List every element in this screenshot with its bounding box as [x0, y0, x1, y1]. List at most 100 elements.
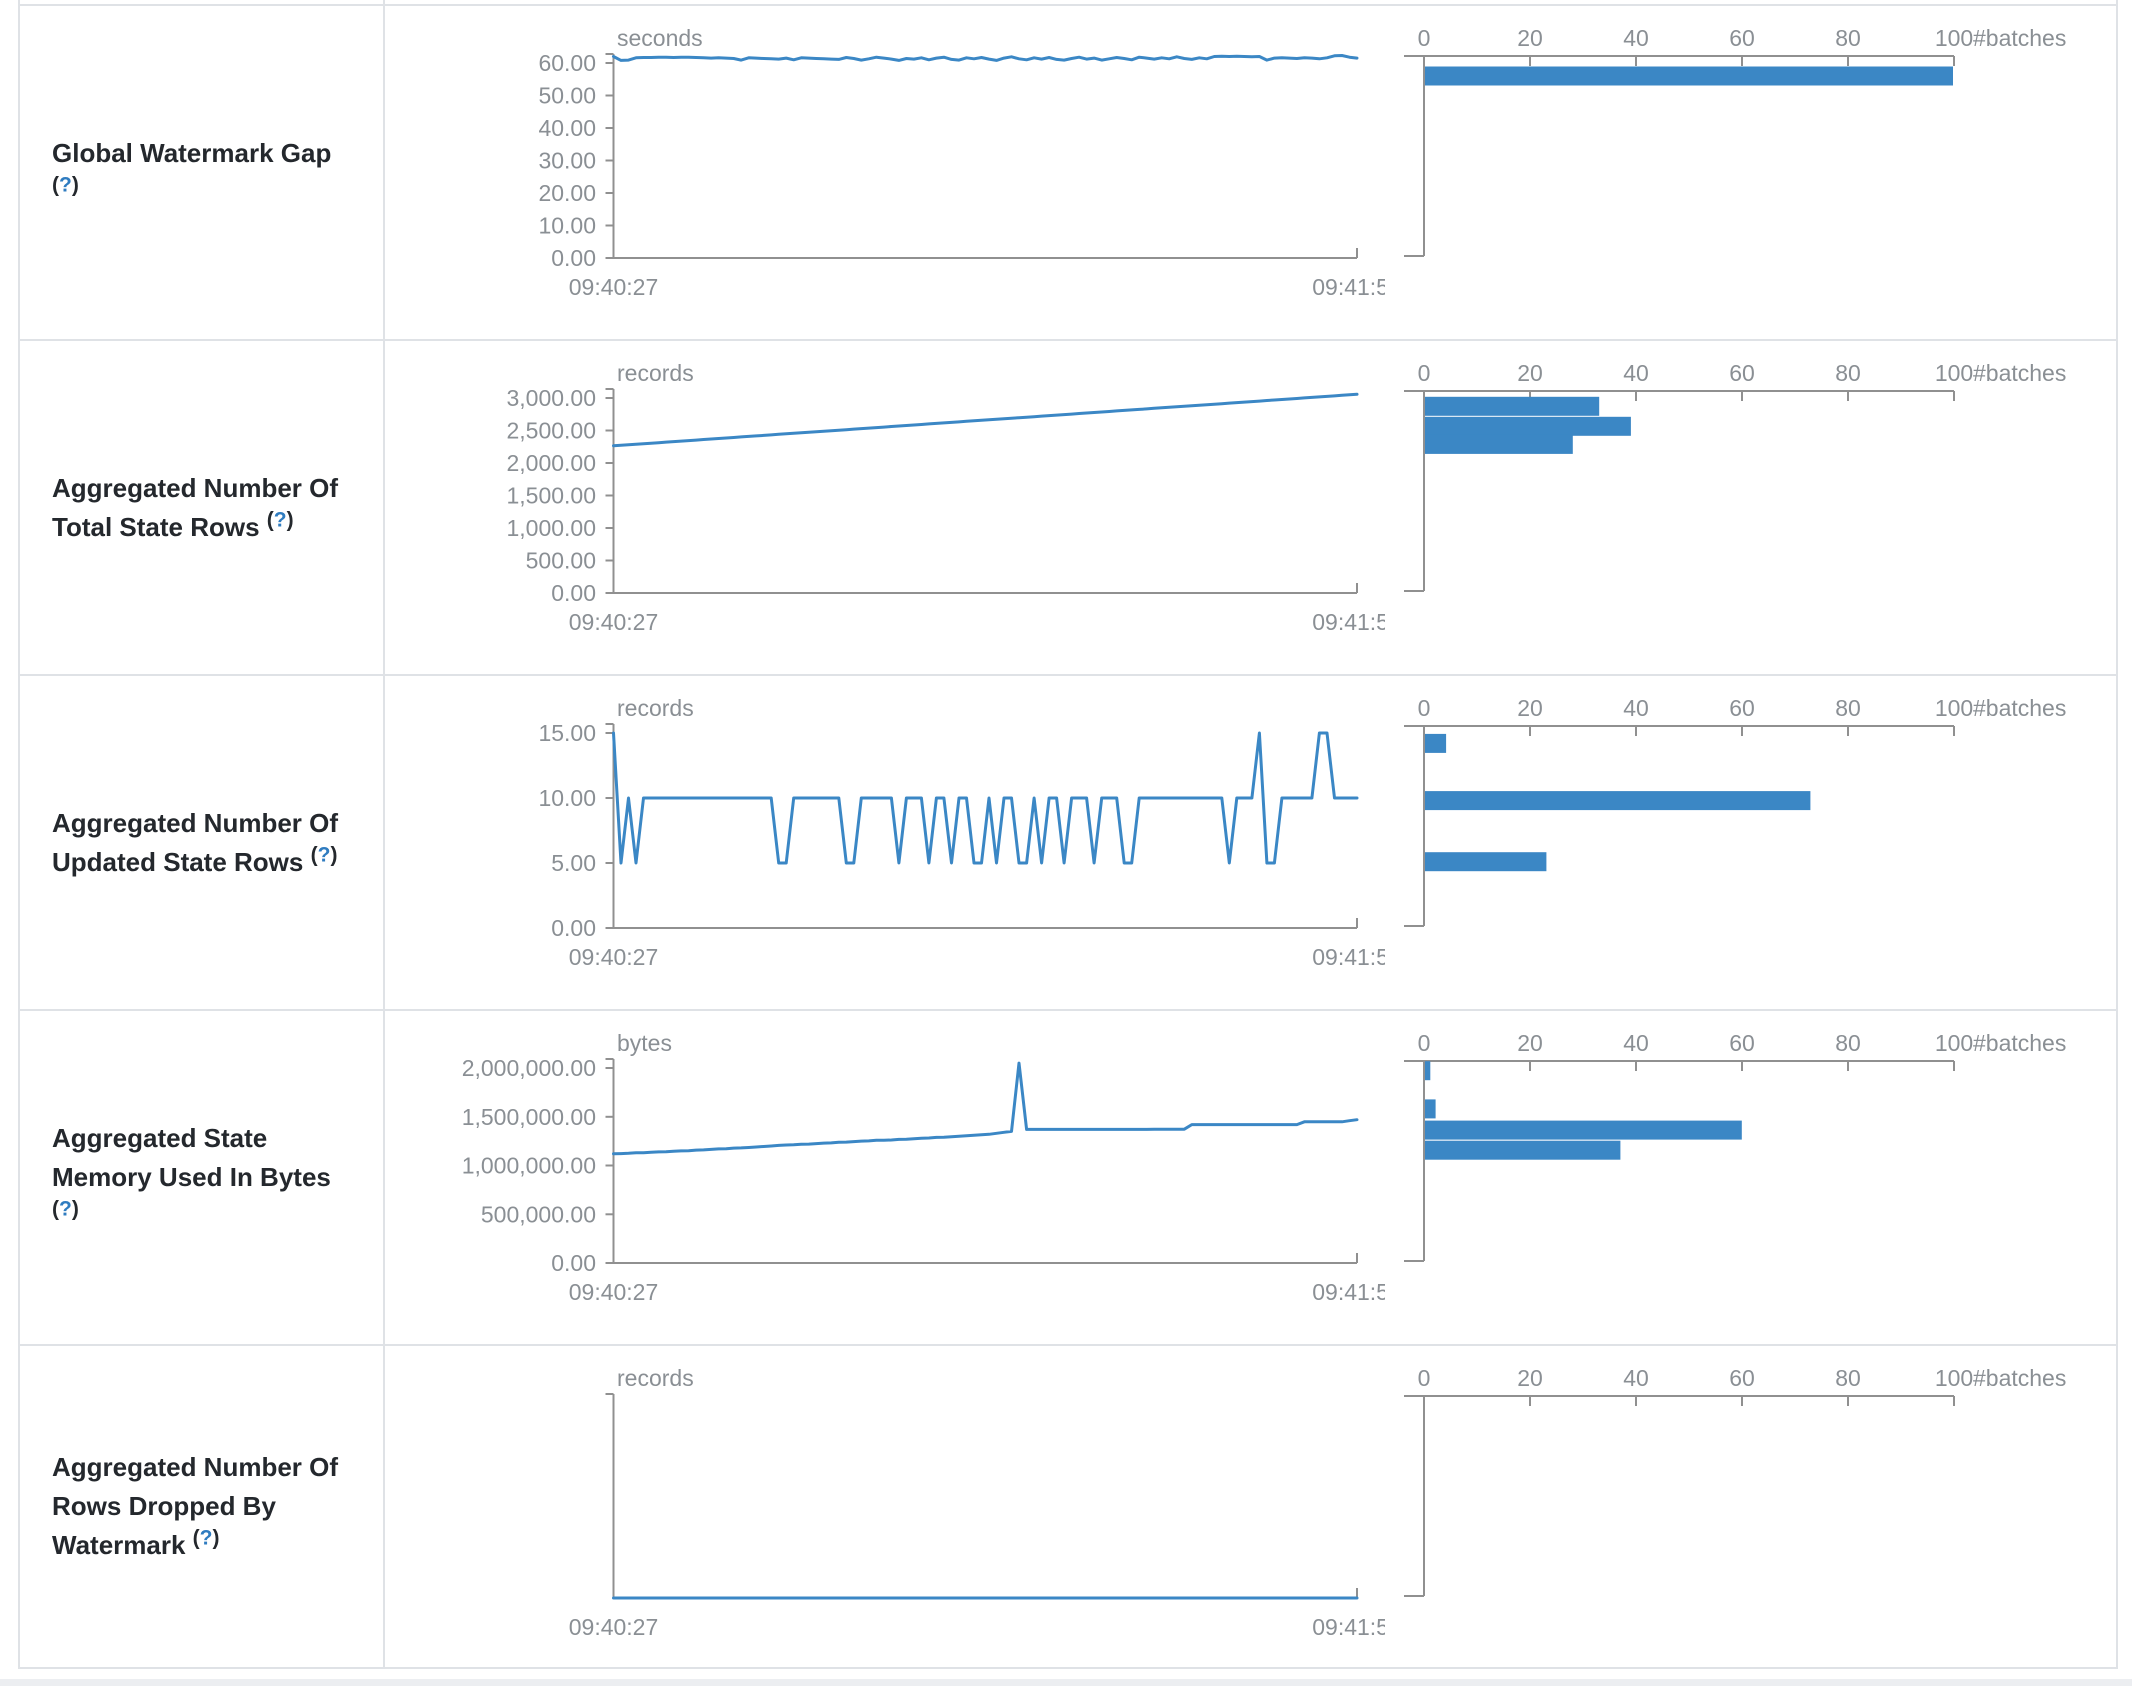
svg-text:2,500.00: 2,500.00	[506, 418, 596, 444]
svg-text:80: 80	[1835, 1365, 1861, 1391]
svg-text:0: 0	[1418, 695, 1431, 721]
svg-text:5.00: 5.00	[551, 850, 596, 876]
timeline-chart: records 09:40:27 09:41:56	[569, 1365, 1385, 1640]
svg-text:40: 40	[1623, 25, 1649, 51]
svg-text:20: 20	[1517, 360, 1543, 386]
metric-label-line: Aggregated Number Of	[52, 807, 339, 838]
metric-label-cell: Aggregated Number Of Total State Rows (?…	[20, 341, 385, 674]
svg-text:#batches: #batches	[1973, 1365, 2066, 1391]
svg-text:09:40:27: 09:40:27	[569, 274, 659, 300]
svg-text:10.00: 10.00	[538, 213, 596, 239]
svg-text:09:40:27: 09:40:27	[569, 1279, 659, 1305]
histogram-chart: 0 20 40 60 80 100 #batches	[1404, 695, 2066, 927]
svg-text:80: 80	[1835, 695, 1861, 721]
svg-text:09:41:56: 09:41:56	[1312, 609, 1385, 635]
svg-text:20.00: 20.00	[538, 180, 596, 206]
svg-text:80: 80	[1835, 1030, 1861, 1056]
svg-text:#batches: #batches	[1973, 1030, 2066, 1056]
svg-text:0: 0	[1418, 1365, 1431, 1391]
table-border-stub	[18, 0, 20, 4]
chart-cell: bytes 2,000,000.00 1,500,000.00 1,000,000.0…	[385, 1011, 2116, 1344]
question-mark-icon: ?	[317, 842, 331, 866]
svg-text:60: 60	[1729, 695, 1755, 721]
help-link[interactable]: (?)	[52, 172, 79, 196]
svg-text:15.00: 15.00	[538, 720, 596, 746]
timeline-chart: bytes 2,000,000.00 1,500,000.00 1,000,000.0…	[462, 1030, 1385, 1305]
svg-text:100: 100	[1935, 1030, 1973, 1056]
metric-label: Aggregated Number Of Rows Dropped By Wat…	[52, 1448, 338, 1565]
svg-text:09:40:27: 09:40:27	[569, 1614, 659, 1640]
metric-row-aggregated-updated-state-rows: Aggregated Number Of Updated State Rows …	[20, 676, 2116, 1011]
svg-text:40.00: 40.00	[538, 115, 596, 141]
svg-text:20: 20	[1517, 1365, 1543, 1391]
svg-text:50.00: 50.00	[538, 83, 596, 109]
svg-text:09:41:56: 09:41:56	[1312, 944, 1385, 970]
svg-text:2,000.00: 2,000.00	[506, 450, 596, 476]
svg-text:records: records	[617, 360, 694, 386]
metric-label-line: Aggregated Number Of	[52, 472, 339, 503]
metric-label: Global Watermark Gap (?)	[52, 134, 331, 212]
timeline-chart: records 3,000.00 2,500.00 2,000.00 1,500.00 1…	[506, 360, 1385, 635]
help-link[interactable]: (?)	[266, 507, 294, 531]
help-link[interactable]: (?)	[52, 1197, 79, 1221]
svg-text:#batches: #batches	[1973, 695, 2066, 721]
svg-text:records: records	[617, 695, 694, 721]
svg-text:3,000.00: 3,000.00	[506, 385, 596, 411]
svg-text:0.00: 0.00	[551, 245, 596, 271]
metric-row-aggregated-rows-dropped-by-watermark: Aggregated Number Of Rows Dropped By Wat…	[20, 1346, 2116, 1667]
histogram-chart: 0 20 40 60 80 100 #batches	[1404, 360, 2066, 592]
metric-label-line: Aggregated Number Of	[52, 1452, 339, 1482]
svg-text:40: 40	[1623, 1030, 1649, 1056]
svg-text:0: 0	[1418, 360, 1431, 386]
chart-cell: records 3,000.00 2,500.00 2,000.00 1,500.00 1…	[385, 341, 2116, 674]
metric-label: Aggregated Number Of Updated State Rows …	[52, 804, 338, 882]
svg-text:500.00: 500.00	[526, 548, 596, 574]
histogram-chart: 0 20 40 60 80 100 #batches	[1404, 25, 2066, 257]
svg-text:0.00: 0.00	[551, 915, 596, 941]
timeline-chart: seconds 60.00 50.00 40.00 30.00 20.00 10.00 0.0…	[538, 25, 1385, 300]
chart-cell: seconds 60.00 50.00 40.00 30.00 20.00 10.00 0.0…	[385, 6, 2116, 339]
svg-text:09:41:56: 09:41:56	[1312, 1279, 1385, 1305]
metric-label-line: Updated State Rows (?)	[52, 842, 338, 877]
metric-label-cell: Global Watermark Gap (?)	[20, 6, 385, 339]
metric-label-line: Total State Rows (?)	[52, 507, 294, 542]
help-link[interactable]: (?)	[192, 1526, 220, 1550]
svg-text:10.00: 10.00	[538, 785, 596, 811]
metric-label: Aggregated Number Of Total State Rows (?…	[52, 469, 338, 547]
svg-text:20: 20	[1517, 695, 1543, 721]
question-mark-icon: ?	[59, 172, 72, 196]
metric-row-global-watermark-gap: Global Watermark Gap (?) seconds 60.00 50.…	[20, 6, 2116, 341]
svg-text:60: 60	[1729, 360, 1755, 386]
svg-text:60: 60	[1729, 25, 1755, 51]
histogram-chart: 0 20 40 60 80 100 #batches	[1404, 1030, 2066, 1262]
svg-text:100: 100	[1935, 1365, 1973, 1391]
svg-text:bytes: bytes	[617, 1030, 672, 1056]
svg-text:60.00: 60.00	[538, 50, 596, 76]
svg-text:80: 80	[1835, 25, 1861, 51]
metric-label-line: Memory Used In Bytes	[52, 1162, 331, 1192]
help-link[interactable]: (?)	[310, 842, 338, 866]
svg-text:100: 100	[1935, 695, 1973, 721]
svg-text:09:40:27: 09:40:27	[569, 944, 659, 970]
svg-text:20: 20	[1517, 1030, 1543, 1056]
metric-label-cell: Aggregated State Memory Used In Bytes (?…	[20, 1011, 385, 1344]
metric-label-line: (?)	[52, 1197, 331, 1236]
svg-text:100: 100	[1935, 25, 1973, 51]
svg-text:40: 40	[1623, 695, 1649, 721]
svg-text:500,000.00: 500,000.00	[481, 1201, 596, 1227]
svg-text:60: 60	[1729, 1030, 1755, 1056]
svg-text:09:41:56: 09:41:56	[1312, 1614, 1385, 1640]
svg-text:#batches: #batches	[1973, 25, 2066, 51]
timeline-chart: records 15.00 10.00 5.00 0.00 09:40:27 09:41:5…	[538, 695, 1385, 970]
svg-text:#batches: #batches	[1973, 360, 2066, 386]
svg-text:0: 0	[1418, 25, 1431, 51]
svg-text:09:40:27: 09:40:27	[569, 609, 659, 635]
svg-text:2,000,000.00: 2,000,000.00	[462, 1055, 596, 1081]
svg-text:seconds: seconds	[617, 25, 703, 51]
svg-text:20: 20	[1517, 25, 1543, 51]
svg-text:records: records	[617, 1365, 694, 1391]
metric-label-cell: Aggregated Number Of Rows Dropped By Wat…	[20, 1346, 385, 1667]
chart-cell: records 15.00 10.00 5.00 0.00 09:40:27 09:41:5…	[385, 676, 2116, 1009]
metric-row-aggregated-total-state-rows: Aggregated Number Of Total State Rows (?…	[20, 341, 2116, 676]
